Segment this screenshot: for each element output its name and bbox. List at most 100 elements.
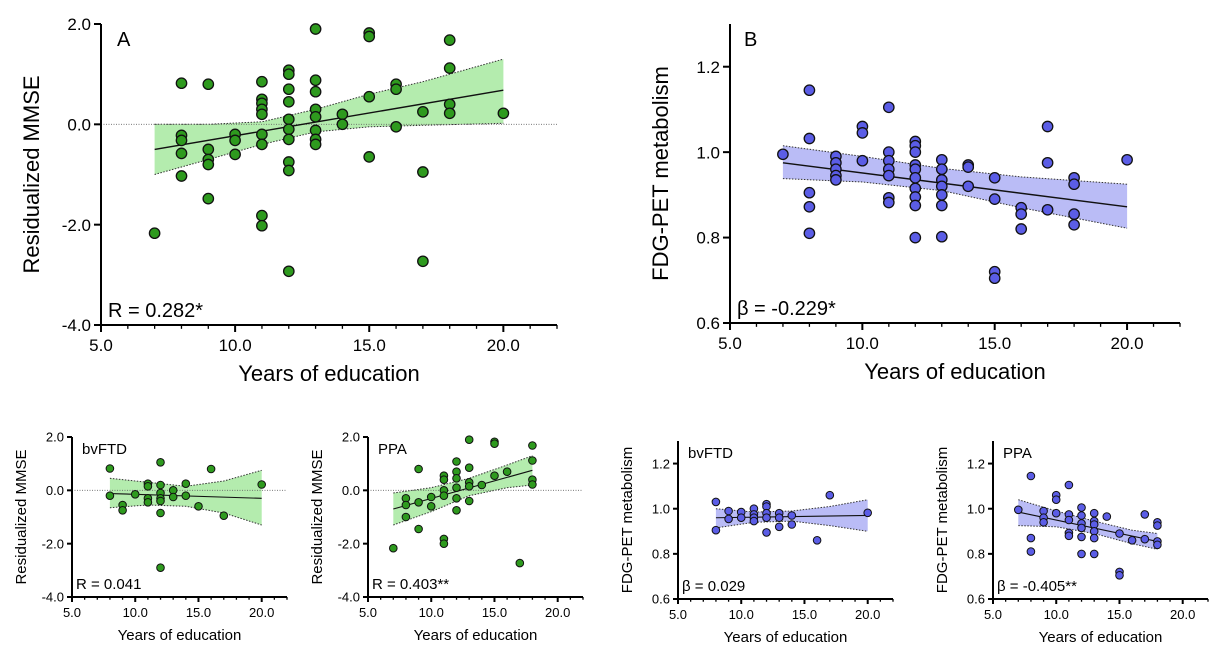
x-axis-title: Years of education	[414, 627, 538, 644]
chart-panel-3: -4.0 -2.0 0.0 2.0 5.0 10.0 15.0 20.0 Years of ed…	[13, 430, 288, 644]
data-point	[528, 456, 537, 465]
data-point	[528, 480, 537, 489]
data-point	[1064, 515, 1074, 525]
data-point	[452, 474, 461, 483]
y-tick-label: 2.0	[67, 15, 91, 34]
data-point	[935, 199, 948, 212]
y-tick-label: -2.0	[62, 216, 91, 235]
data-point	[282, 113, 295, 126]
data-point	[181, 491, 191, 501]
data-point	[1041, 156, 1054, 169]
x-tick-label: 20.0	[249, 605, 274, 620]
y-tick-label: 0.0	[67, 115, 91, 134]
data-point	[130, 490, 140, 499]
panel-label: A	[117, 29, 131, 51]
data-point	[1068, 218, 1080, 231]
x-tick-label: 5.0	[718, 334, 742, 353]
y-tick-label: 0.8	[652, 547, 670, 562]
data-point	[1064, 480, 1074, 490]
data-point	[452, 457, 461, 466]
y-axis-title: FDG-PET metabolism	[648, 66, 673, 281]
confidence-band	[782, 145, 1128, 229]
y-tick-label: 1.0	[696, 143, 720, 162]
data-point	[497, 107, 510, 120]
x-tick-label: 20.0	[487, 336, 520, 355]
data-point	[909, 199, 922, 212]
x-axis-title: Years of education	[864, 359, 1045, 384]
panel-label: PPA	[1003, 445, 1032, 462]
chart-panel-5: 0.6 0.8 1.0 1.2 5.0 10.0 15.0 20.0 Years of educ…	[619, 441, 894, 646]
data-point	[1039, 518, 1048, 527]
data-point	[363, 151, 376, 163]
x-tick-label: 5.0	[63, 605, 81, 620]
data-point	[426, 502, 436, 511]
y-axis-title: Residualized MMSE	[19, 75, 44, 273]
data-point	[1026, 471, 1036, 481]
data-point	[787, 511, 797, 520]
data-point	[1041, 203, 1054, 216]
data-point	[414, 524, 423, 534]
y-tick-label: 0.8	[696, 229, 720, 248]
data-point	[175, 147, 188, 160]
y-tick-label: 0.0	[46, 483, 64, 498]
data-point	[724, 514, 733, 524]
data-point	[390, 120, 402, 133]
data-point	[1140, 510, 1150, 519]
data-point	[909, 146, 922, 158]
data-point	[389, 543, 398, 553]
data-point	[1041, 120, 1054, 133]
data-point	[1140, 534, 1150, 544]
data-point	[909, 171, 922, 184]
y-tick-label: -4.0	[62, 316, 91, 335]
panel-label: bvFTD	[688, 445, 733, 462]
data-point	[1115, 529, 1124, 538]
data-point	[168, 492, 178, 502]
x-tick-label: 10.0	[846, 334, 879, 353]
x-tick-label: 20.0	[1111, 334, 1144, 353]
data-point	[464, 496, 474, 506]
confidence-band	[154, 59, 504, 175]
data-point	[1051, 508, 1061, 518]
stat-annotation: β = 0.029	[682, 578, 745, 595]
data-point	[282, 265, 295, 278]
data-point	[156, 458, 165, 467]
y-tick-label: -4.0	[338, 590, 360, 605]
data-point	[1089, 549, 1099, 559]
data-point	[439, 475, 449, 485]
data-point	[1121, 153, 1133, 166]
data-point	[417, 255, 429, 268]
data-point	[988, 193, 1001, 205]
data-point	[206, 464, 216, 474]
y-axis-title: Residualized MMSE	[13, 449, 30, 584]
x-tick-label: 10.0	[1044, 607, 1069, 622]
y-axis-title: FDG-PET metabolism	[619, 447, 636, 593]
data-point	[256, 75, 268, 88]
data-point	[477, 480, 487, 490]
data-point	[256, 108, 268, 121]
data-point	[443, 107, 456, 120]
ci-lower-line	[109, 504, 262, 526]
y-tick-label: 0.0	[342, 483, 360, 498]
data-point	[257, 480, 267, 489]
stat-annotation: R = 0.403**	[372, 576, 449, 593]
data-point	[935, 163, 948, 176]
data-point	[1077, 523, 1086, 533]
x-tick-label: 20.0	[545, 605, 570, 620]
data-point	[336, 118, 349, 131]
data-point	[443, 62, 456, 74]
y-tick-label: 0.6	[967, 592, 985, 607]
ci-lower-line	[154, 122, 504, 175]
x-tick-label: 15.0	[482, 605, 507, 620]
data-point	[502, 467, 512, 477]
data-point	[439, 491, 449, 501]
data-point	[202, 192, 215, 205]
data-point	[439, 539, 449, 549]
data-point	[935, 189, 948, 201]
data-point	[863, 508, 873, 518]
data-point	[256, 219, 268, 232]
data-point	[1153, 521, 1162, 530]
data-point	[464, 482, 474, 491]
y-tick-label: 1.2	[652, 456, 670, 471]
y-tick-label: -2.0	[42, 536, 64, 551]
chart-panel-6: 0.6 0.8 1.0 1.2 5.0 10.0 15.0 20.0 Years of educ…	[934, 441, 1209, 646]
